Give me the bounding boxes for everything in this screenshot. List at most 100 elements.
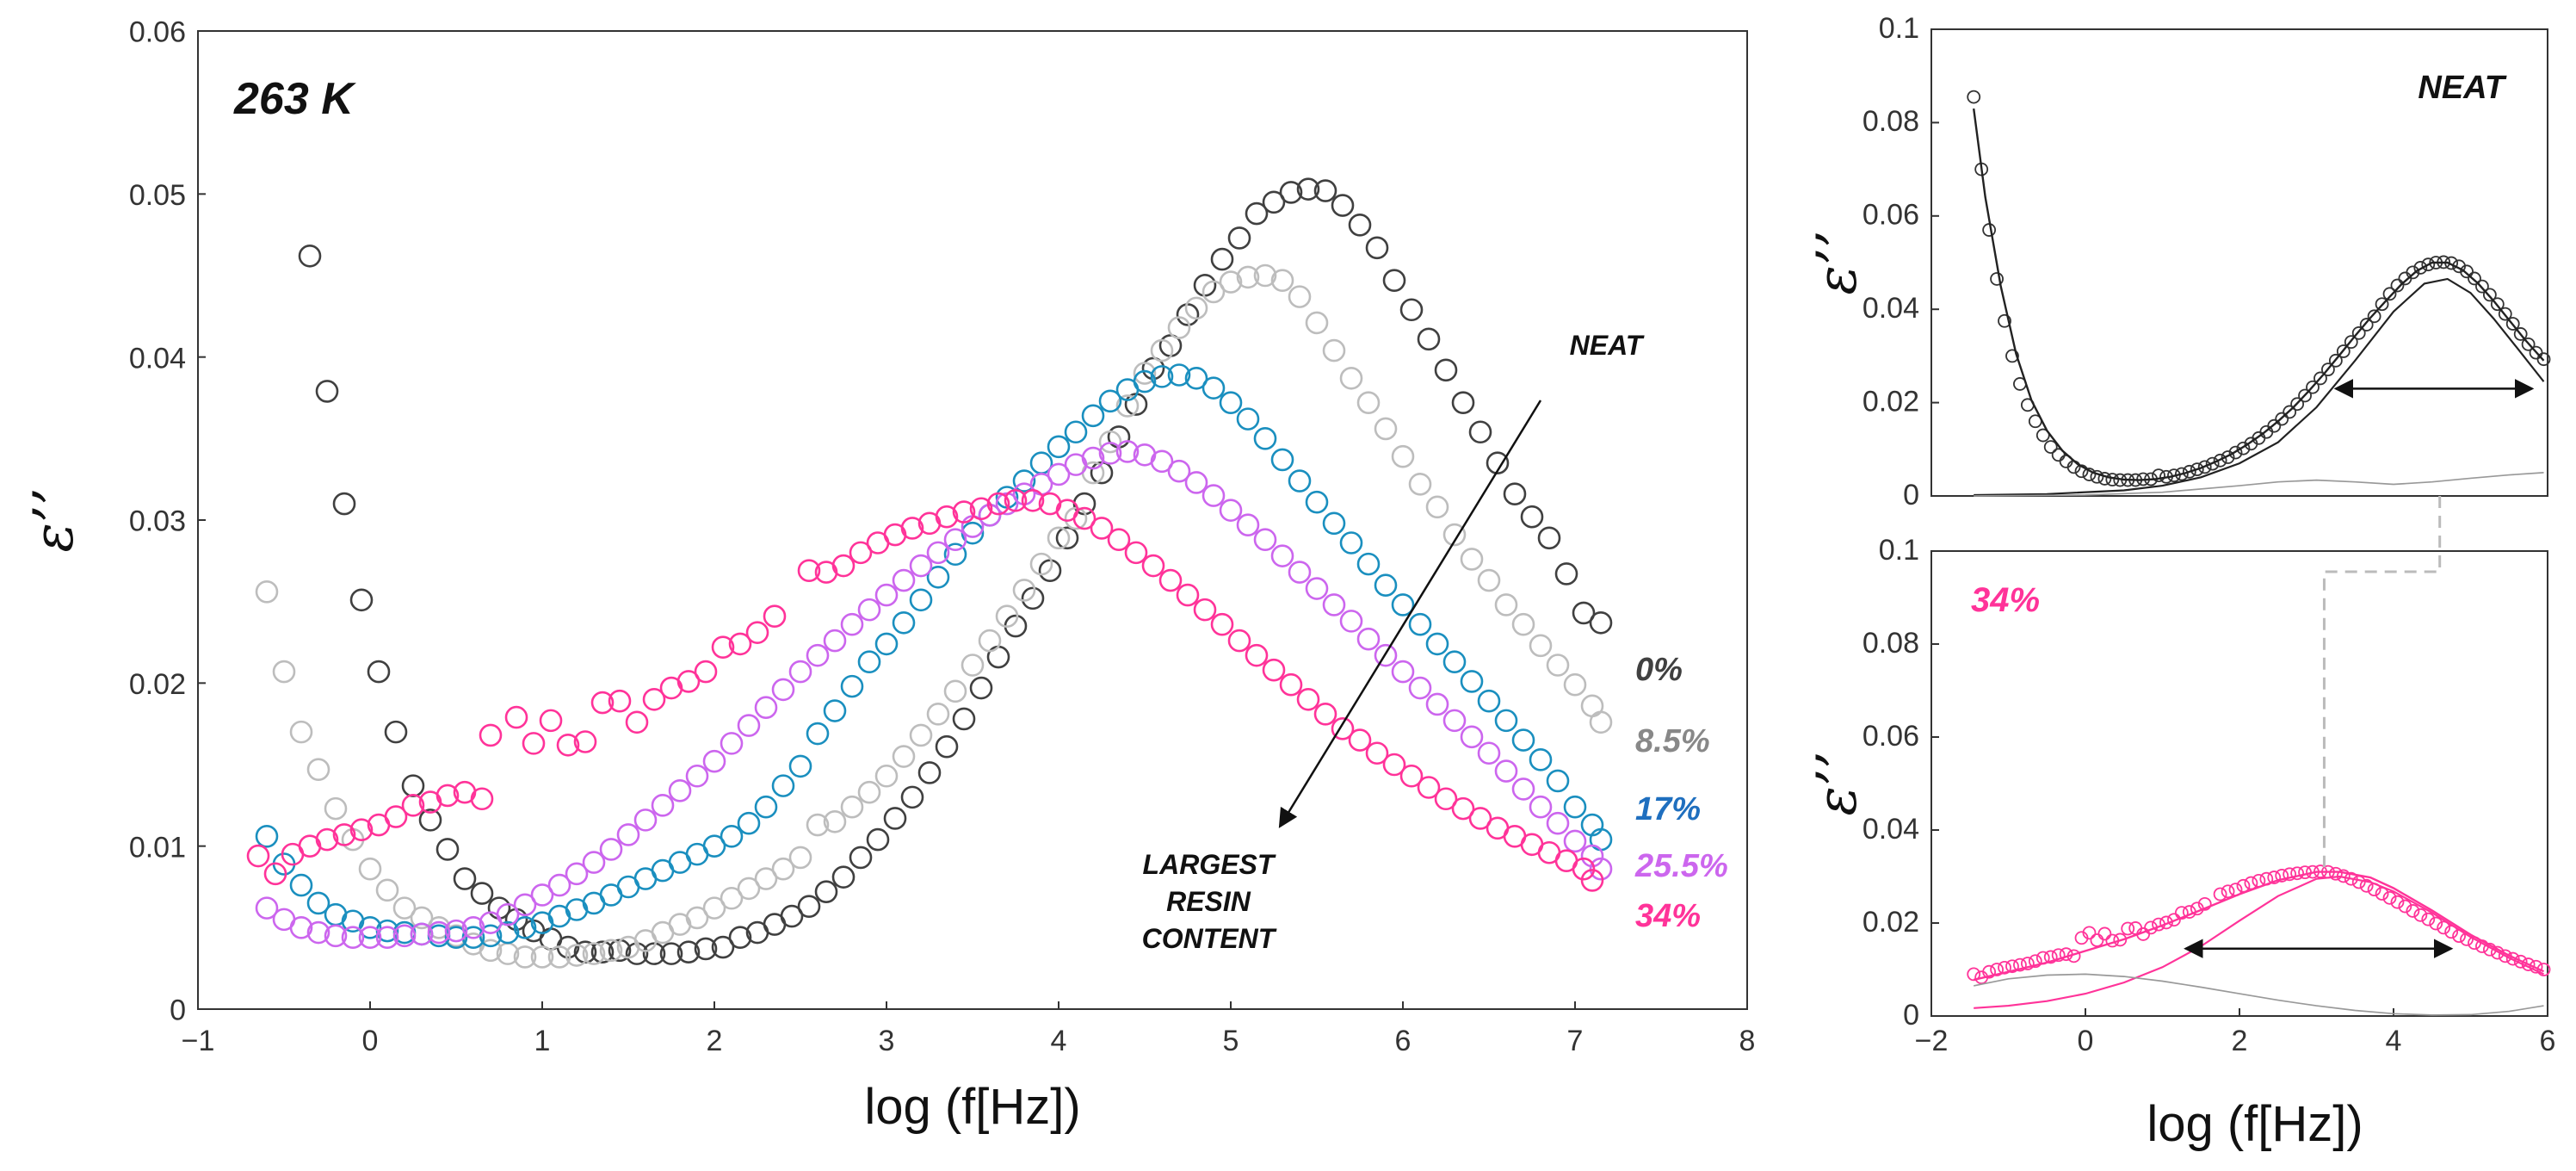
- data-point: [1391, 444, 1415, 468]
- data-point: [590, 940, 615, 964]
- data-point: [1270, 448, 1294, 472]
- x-tick-label: 5: [1223, 1025, 1239, 1057]
- data-point: [952, 707, 976, 731]
- resin-content-arrow: [1278, 400, 1542, 828]
- data-point: [2306, 380, 2320, 394]
- data-point: [1425, 495, 1449, 519]
- data-point: [668, 778, 692, 802]
- data-point: [685, 764, 709, 788]
- data-point: [1460, 725, 1484, 749]
- data-point: [874, 764, 899, 788]
- data-point: [642, 942, 666, 965]
- data-point: [1477, 568, 1501, 592]
- y-tick-label: 0.04: [129, 342, 186, 375]
- data-point: [565, 944, 589, 967]
- x-tick-label: 6: [2540, 1025, 2556, 1057]
- data-point: [728, 632, 752, 656]
- data-point: [771, 857, 795, 881]
- data-point: [1322, 593, 1346, 616]
- data-point: [1339, 366, 1363, 390]
- data-point: [1434, 787, 1458, 811]
- data-point: [720, 886, 744, 910]
- data-point: [2236, 441, 2251, 455]
- data-point: [246, 844, 270, 868]
- data-point: [840, 795, 864, 819]
- data-point: [392, 924, 417, 948]
- data-point: [2244, 876, 2258, 890]
- data-point: [2020, 957, 2035, 970]
- data-point: [961, 654, 985, 677]
- data-point: [1012, 469, 1036, 493]
- neat-panel-title: NEAT: [2418, 70, 2506, 106]
- x-tick-label: 2: [2232, 1025, 2248, 1057]
- data-point: [892, 745, 916, 768]
- data-point: [436, 784, 460, 808]
- data-point: [866, 827, 890, 852]
- 34pct-x-axis-label: log (f[Hz]): [2147, 1096, 2363, 1152]
- data-point: [1072, 506, 1096, 530]
- data-point: [590, 691, 615, 715]
- data-point: [1227, 629, 1251, 653]
- data-point: [1210, 612, 1234, 636]
- data-point: [1150, 365, 1174, 388]
- data-point: [341, 926, 365, 949]
- y-tick-label: 0.04: [1863, 813, 1919, 846]
- data-point: [1322, 511, 1346, 536]
- data-point: [2390, 278, 2405, 293]
- data-point: [849, 541, 873, 565]
- x-tick-label: −1: [182, 1025, 215, 1057]
- data-point: [1288, 469, 1312, 493]
- x-tick-label: 3: [879, 1025, 895, 1057]
- data-point: [2121, 921, 2135, 936]
- data-point: [1563, 829, 1587, 853]
- data-point: [2421, 912, 2436, 926]
- neat-y-ticks: 0 0.02 0.04 0.06 0.08 0.1: [1863, 12, 1939, 511]
- data-point: [1305, 490, 1329, 514]
- data-point: [1253, 528, 1277, 552]
- data-point: [702, 749, 726, 773]
- data-point: [1167, 316, 1191, 339]
- data-point: [1115, 394, 1140, 418]
- data-point: [1167, 363, 1191, 387]
- data-point: [694, 660, 718, 684]
- legend-label-8.5pct: 8.5%: [1635, 723, 1710, 759]
- arrow-start-label: NEAT: [1570, 330, 1645, 361]
- data-point: [2182, 464, 2196, 479]
- data-point: [2283, 405, 2297, 419]
- data-point: [1253, 263, 1277, 288]
- data-point: [2221, 450, 2235, 464]
- main-plot-frame: [197, 30, 1748, 1010]
- data-point: [410, 906, 434, 930]
- data-point: [1382, 753, 1406, 777]
- data-point: [2267, 418, 2282, 433]
- data-point: [332, 492, 356, 516]
- data-point: [2159, 915, 2173, 930]
- data-point: [324, 924, 348, 948]
- data-point: [401, 774, 425, 797]
- main-chart-title: 263 K: [233, 74, 356, 124]
- data-point: [1477, 741, 1501, 765]
- 34pct-series-group: [1967, 864, 2551, 1016]
- neat-plot-frame: [1930, 28, 2548, 497]
- data-point: [1236, 513, 1260, 536]
- data-point: [358, 857, 382, 881]
- data-point: [1537, 526, 1561, 550]
- data-point: [1374, 573, 1398, 598]
- data-point: [2475, 279, 2489, 294]
- y-tick-label: 0.01: [129, 831, 186, 864]
- data-point: [823, 629, 847, 653]
- data-point: [702, 834, 726, 858]
- data-point: [298, 244, 322, 268]
- data-point: [410, 922, 434, 946]
- data-point: [1322, 338, 1346, 362]
- data-point: [892, 568, 916, 592]
- data-point: [711, 935, 735, 959]
- data-point: [2536, 352, 2551, 367]
- data-point: [1331, 717, 1355, 740]
- data-point: [754, 867, 778, 890]
- data-point: [1219, 270, 1243, 294]
- data-point: [1253, 427, 1277, 450]
- neat-y-axis-label: ε’’: [1806, 230, 1869, 294]
- data-point: [986, 492, 1010, 516]
- data-point: [1546, 654, 1570, 677]
